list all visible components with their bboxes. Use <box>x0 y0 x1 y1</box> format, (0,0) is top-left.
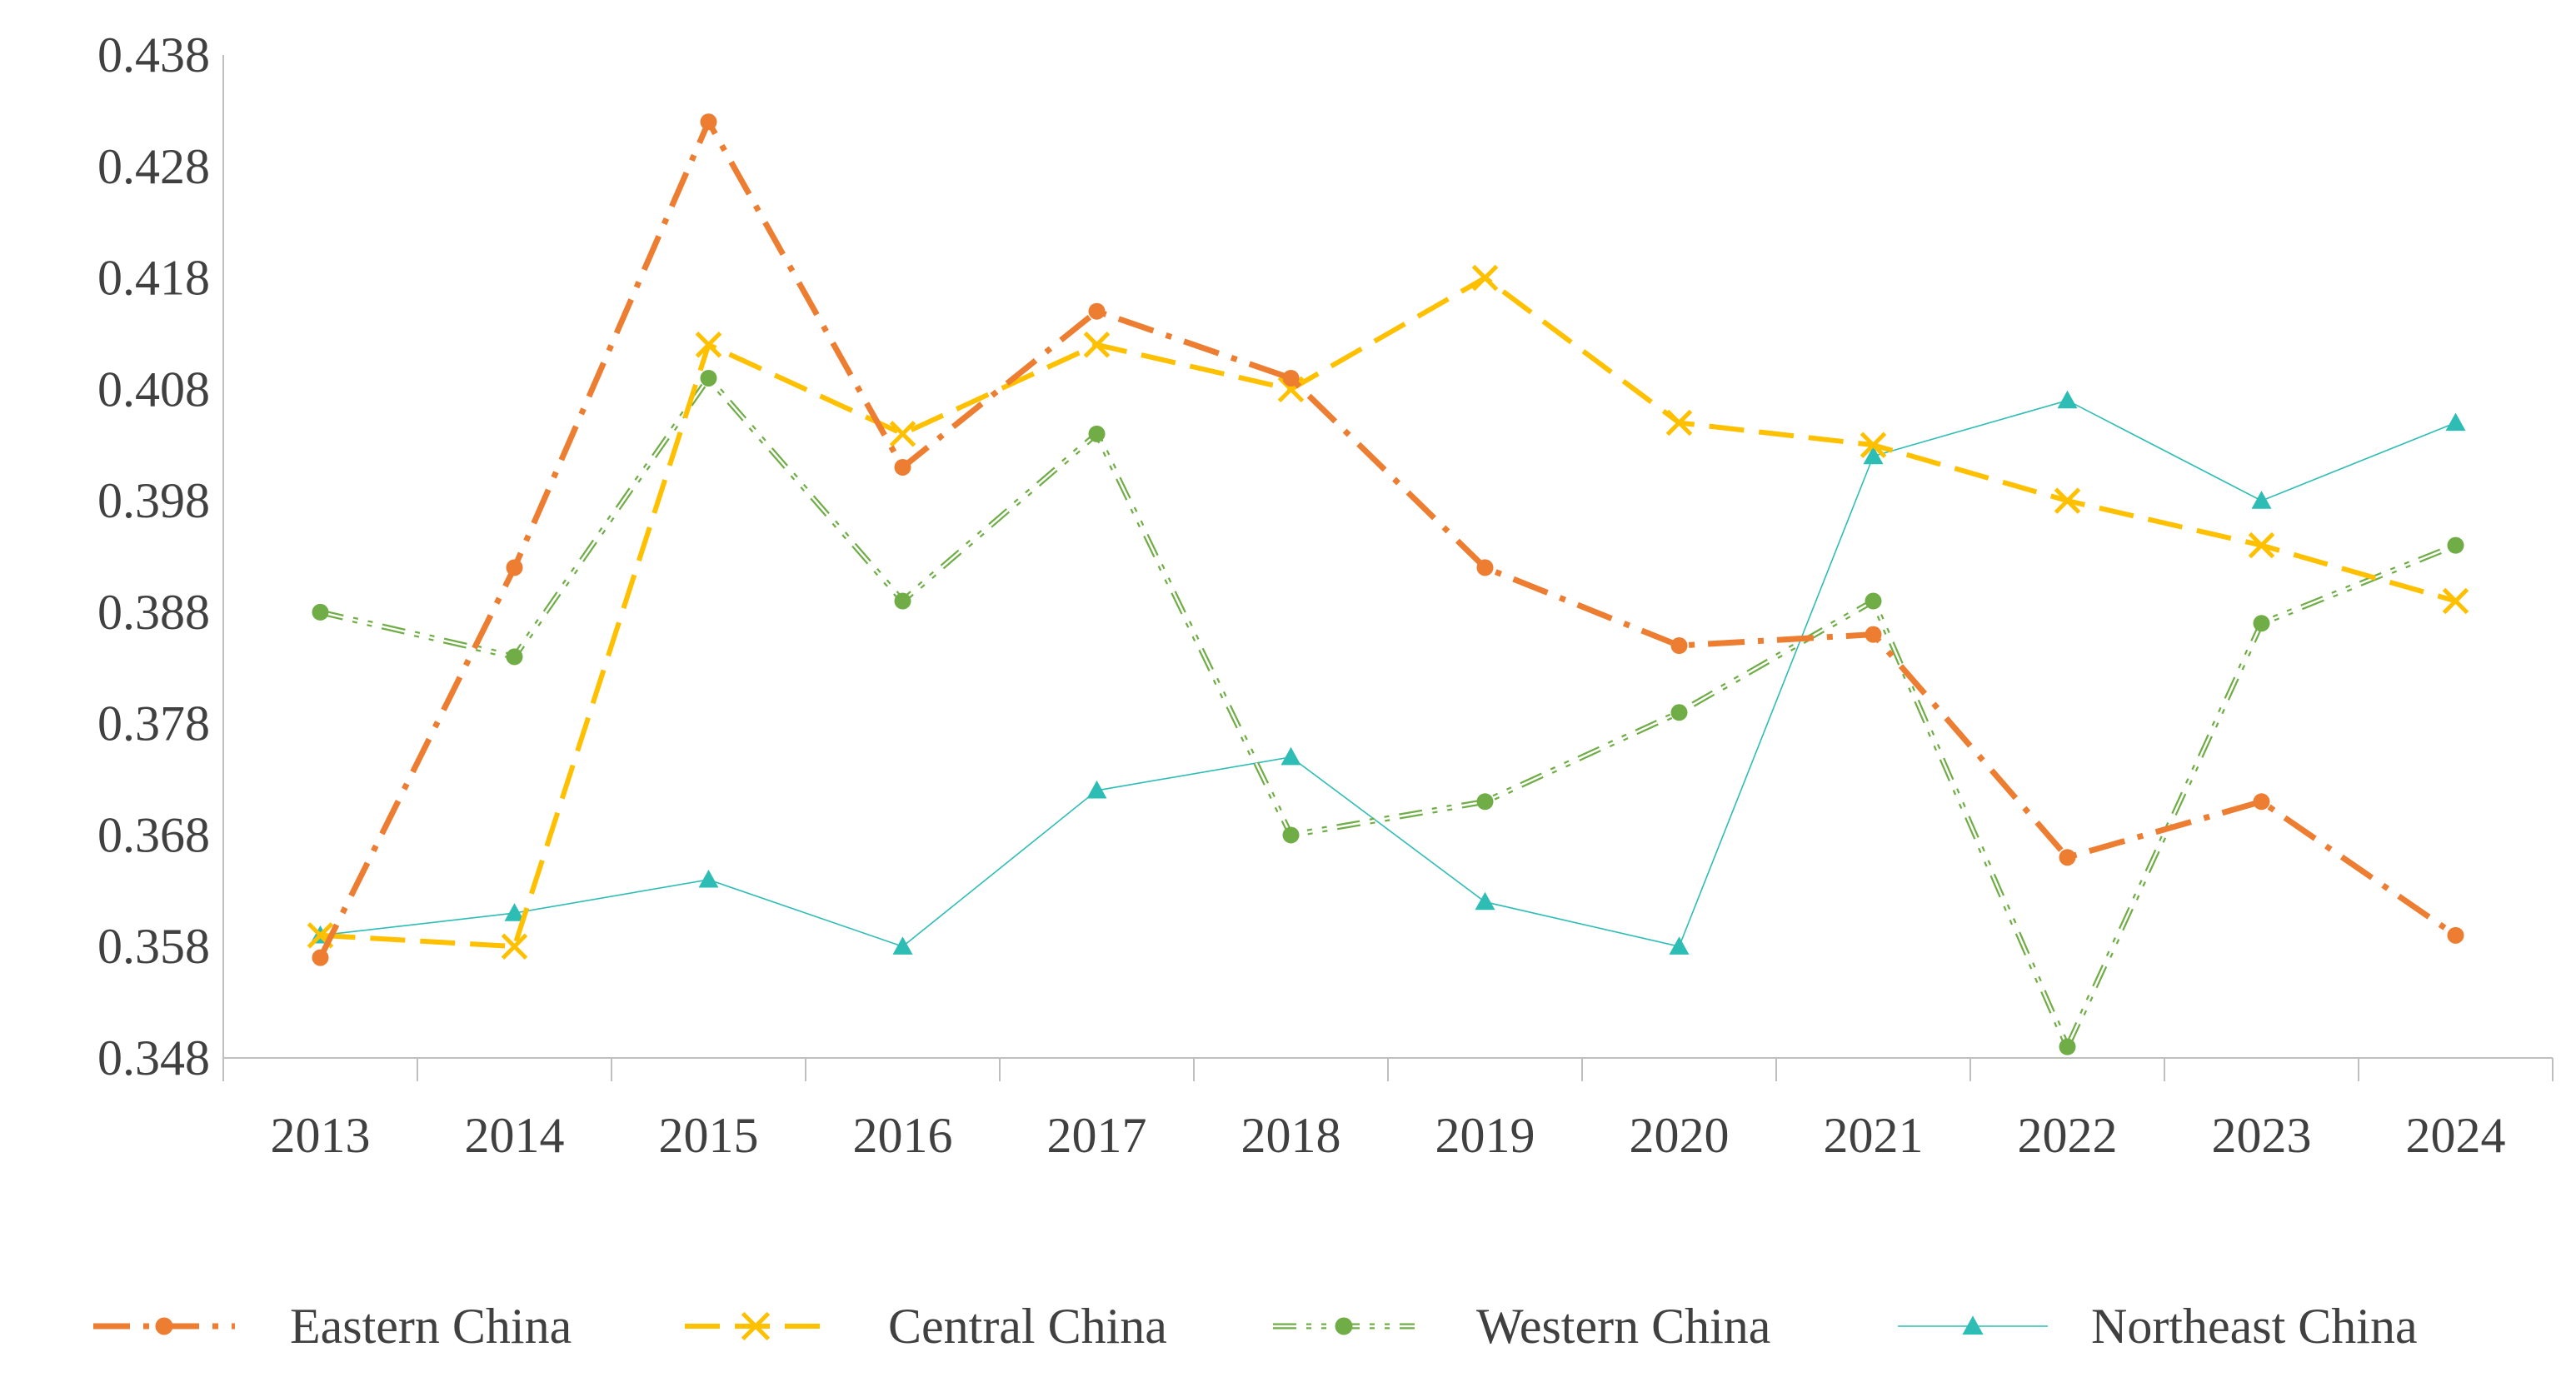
data-point <box>1476 559 1494 576</box>
axes: 0.348 0.358 0.368 0.378 0.388 0.398 0.408 0.418… <box>97 27 2554 1163</box>
y-tick-label: 0.438 <box>97 27 210 82</box>
x-tick-label: 2017 <box>1047 1108 1147 1163</box>
legend-item: Eastern China <box>93 1299 572 1354</box>
data-point <box>1281 746 1301 766</box>
legend-label: Eastern China <box>290 1299 572 1354</box>
data-point <box>892 936 913 955</box>
series-line <box>317 118 2458 960</box>
data-point <box>1865 626 1882 643</box>
x-tick-label: 2016 <box>853 1108 953 1163</box>
data-point <box>2253 793 2270 811</box>
data-point <box>2253 615 2270 632</box>
data-point <box>2447 926 2464 944</box>
x-tick-label: 2021 <box>1824 1108 1924 1163</box>
series-line-stroke <box>320 399 2456 948</box>
y-tick-label: 0.428 <box>97 139 210 194</box>
series-line <box>319 375 2457 1050</box>
data-point <box>894 458 911 476</box>
legend-item: Central China <box>685 1299 1167 1354</box>
data-point <box>2059 849 2076 866</box>
data-point <box>2447 536 2464 554</box>
data-point <box>2057 390 2078 409</box>
series-line <box>320 275 2457 950</box>
data-point <box>1335 1317 1353 1335</box>
data-point <box>2059 1038 2076 1055</box>
y-tick-label: 0.418 <box>97 251 210 306</box>
data-point <box>2445 412 2466 432</box>
x-tick-label: 2022 <box>2018 1108 2118 1163</box>
data-point <box>2248 531 2275 559</box>
series-line-stroke <box>317 118 2458 960</box>
legend-label: Central China <box>888 1299 1167 1354</box>
y-tick-label: 0.388 <box>97 585 210 640</box>
data-point <box>1277 376 1305 403</box>
data-point <box>1670 704 1688 721</box>
data-point <box>1086 780 1107 799</box>
series-line-stroke <box>320 275 2457 950</box>
data-point <box>501 933 528 960</box>
data-point <box>2251 491 2272 509</box>
legend-item: Northeast China <box>1898 1299 2418 1354</box>
x-tick-label: 2024 <box>2406 1108 2506 1163</box>
data-point <box>506 648 523 666</box>
data-point <box>894 592 911 610</box>
data-point <box>312 603 329 621</box>
series-line <box>320 399 2456 948</box>
x-tick-label: 2020 <box>1630 1108 1730 1163</box>
series-line-stroke-inner <box>320 377 2456 1048</box>
y-tick-label: 0.378 <box>97 696 210 751</box>
plot-area <box>307 113 2469 1055</box>
data-point <box>1863 446 1884 465</box>
data-point <box>155 1317 173 1335</box>
data-point <box>1670 637 1688 655</box>
data-point <box>1860 432 1887 458</box>
legend: Eastern China Central China Western China N… <box>93 1299 2418 1354</box>
legend-item: Western China <box>1273 1299 1770 1354</box>
series-western-china <box>312 369 2464 1055</box>
x-tick-label: 2014 <box>465 1108 565 1163</box>
y-tick-label: 0.368 <box>97 807 210 862</box>
data-point <box>1471 264 1499 292</box>
data-point <box>506 559 523 576</box>
y-tick-label: 0.398 <box>97 473 210 528</box>
data-point <box>741 1311 771 1341</box>
x-tick-label: 2013 <box>271 1108 371 1163</box>
data-point <box>695 332 722 358</box>
data-point <box>312 949 329 966</box>
data-point <box>1669 936 1690 955</box>
data-point <box>504 903 525 921</box>
data-point <box>1865 592 1882 610</box>
data-point <box>2442 587 2469 615</box>
data-point <box>1088 425 1106 442</box>
y-tick-label: 0.358 <box>97 919 210 974</box>
data-point <box>700 369 717 387</box>
series-line-stroke <box>319 375 2457 1050</box>
data-point <box>1088 302 1106 320</box>
y-tick-label: 0.348 <box>97 1030 210 1085</box>
x-tick-label: 2023 <box>2212 1108 2312 1163</box>
data-point <box>889 421 916 447</box>
data-point <box>700 113 717 131</box>
x-tick-label: 2015 <box>659 1108 759 1163</box>
data-point <box>1282 369 1300 387</box>
x-tick-label: 2018 <box>1241 1108 1341 1163</box>
data-point <box>698 869 719 888</box>
data-point <box>1476 793 1494 811</box>
data-point <box>1665 409 1693 437</box>
legend-label: Northeast China <box>2091 1299 2418 1354</box>
data-point <box>2054 487 2081 514</box>
x-tick-label: 2019 <box>1435 1108 1535 1163</box>
data-point <box>1475 891 1495 911</box>
data-point <box>1083 332 1111 358</box>
series-central-china <box>307 264 2469 960</box>
series-northeast-china <box>310 390 2466 955</box>
series-eastern-china <box>312 113 2464 966</box>
data-point <box>1282 826 1300 844</box>
data-point <box>1962 1315 1984 1335</box>
y-tick-label: 0.408 <box>97 362 210 417</box>
legend-label: Western China <box>1476 1299 1770 1354</box>
